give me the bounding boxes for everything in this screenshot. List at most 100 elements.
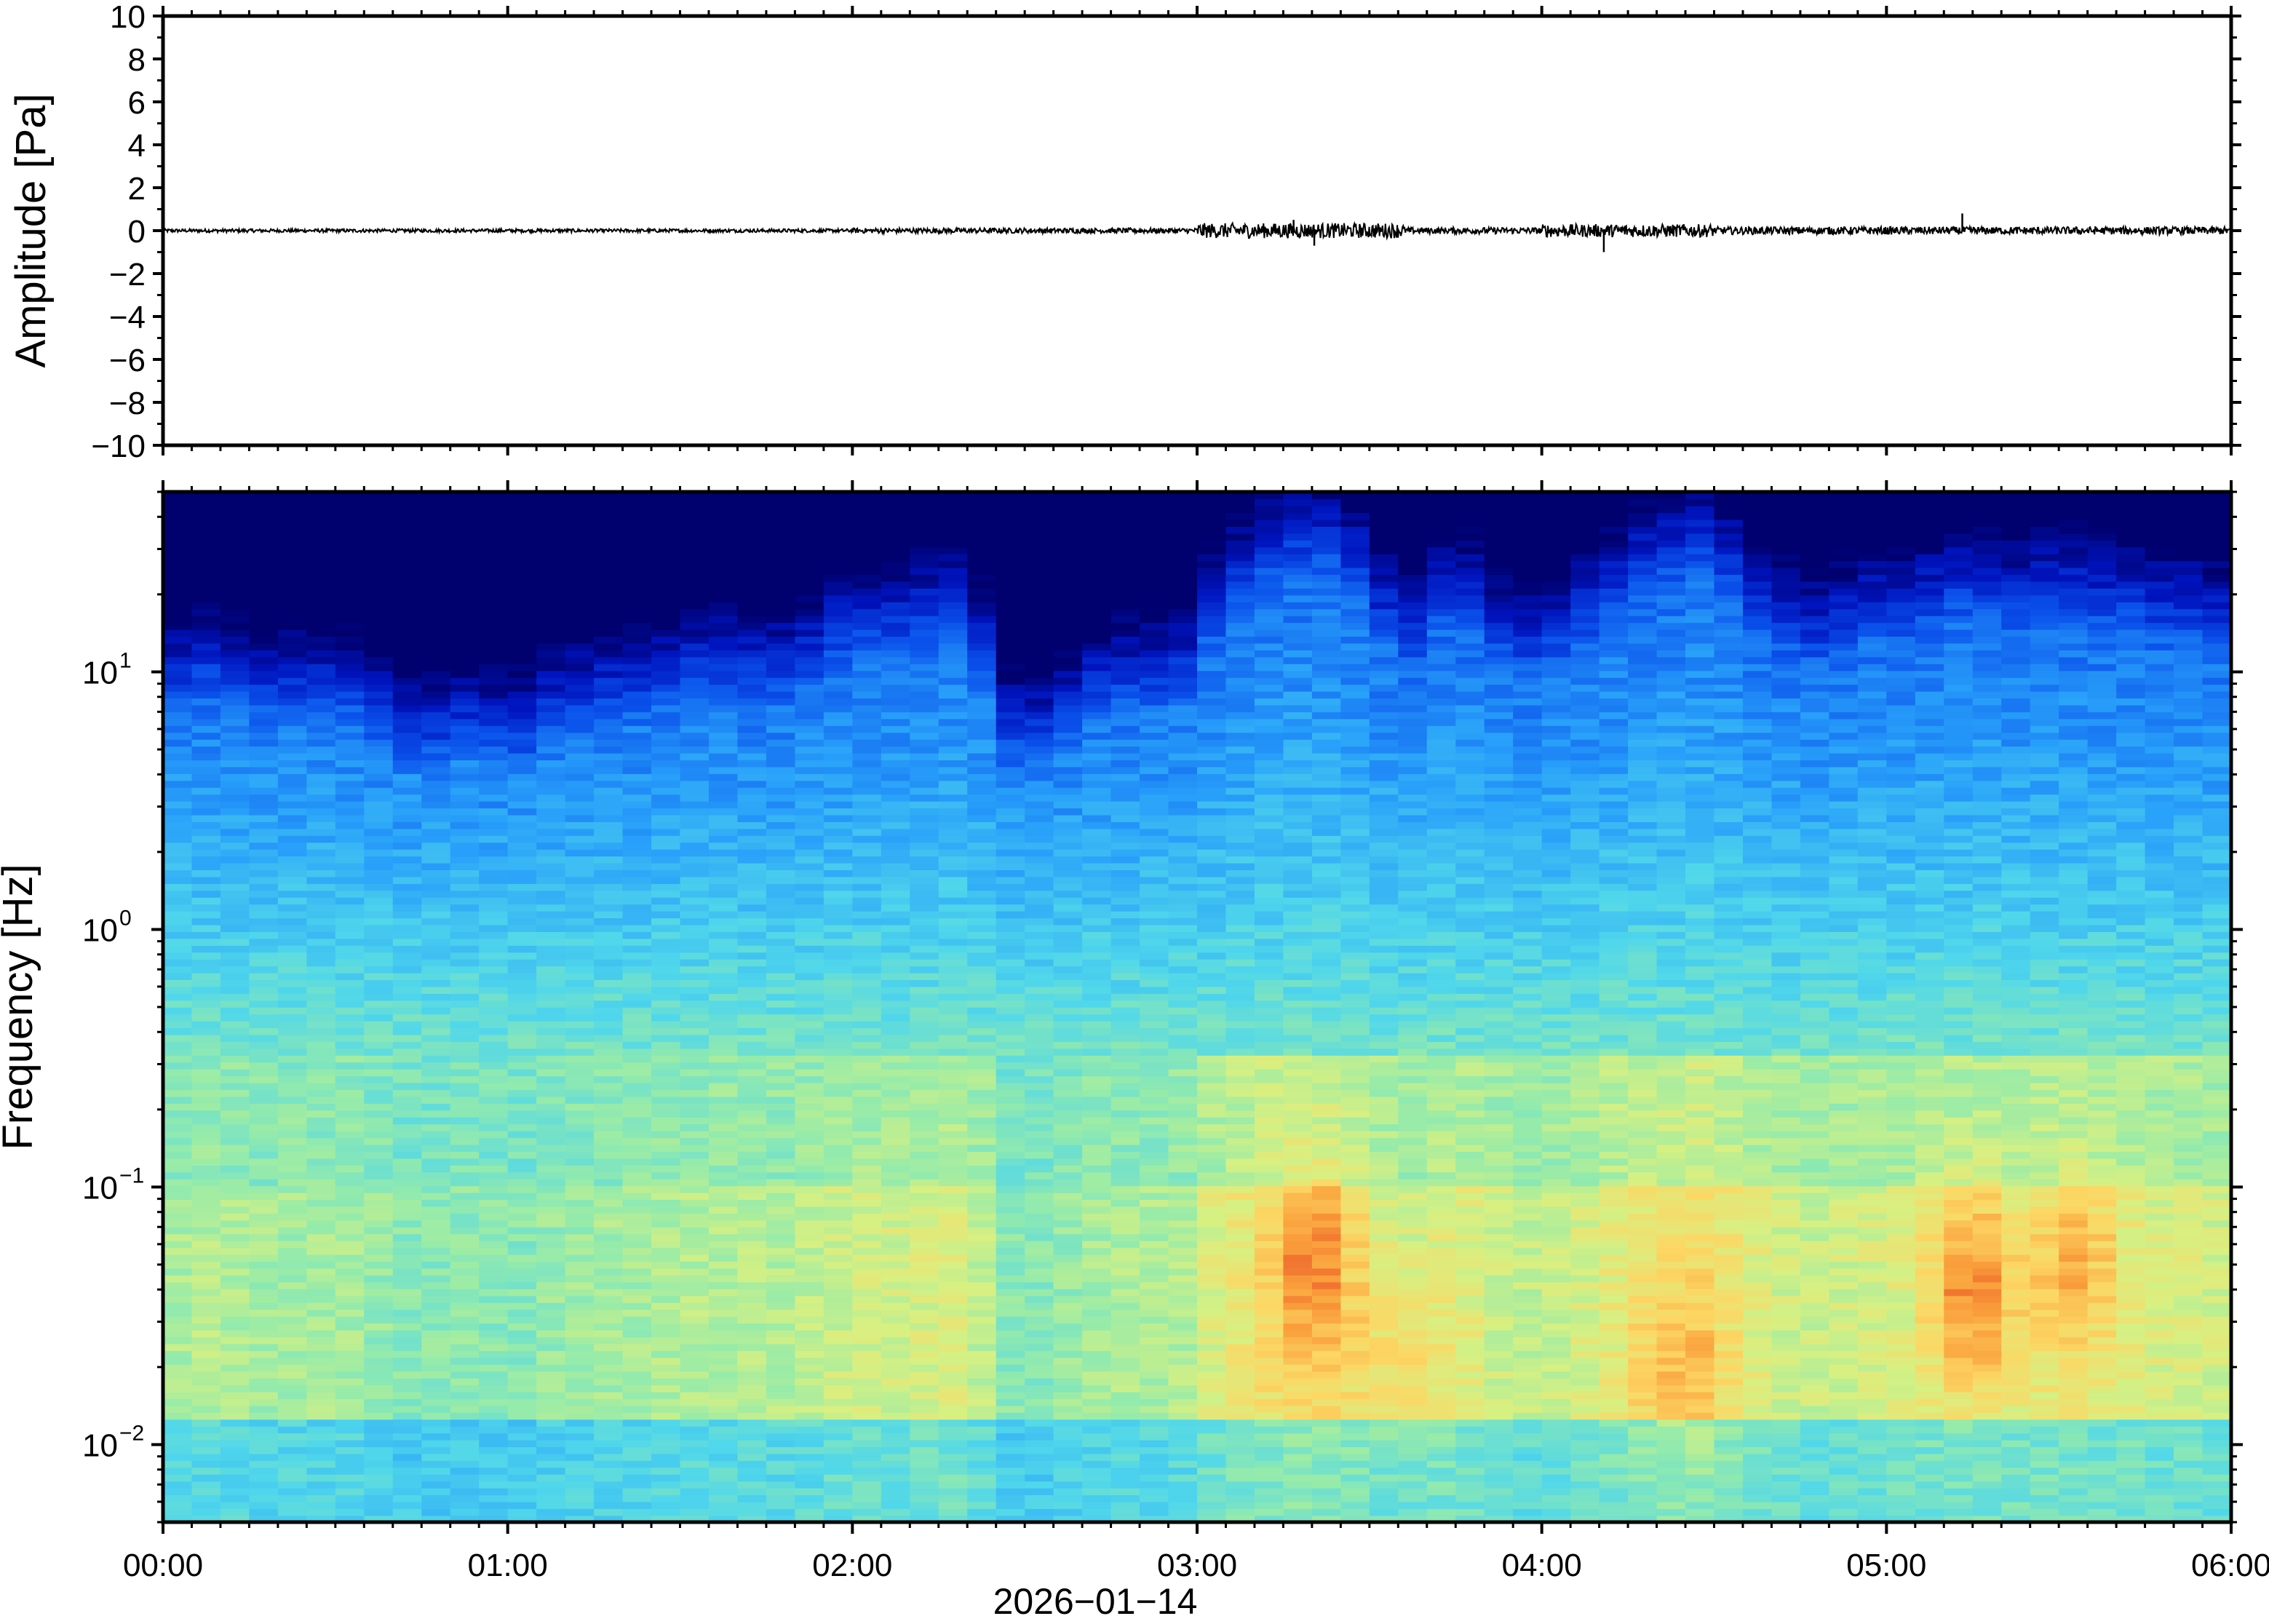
spectrogram-cell — [708, 972, 739, 981]
spectrogram-cell — [1025, 567, 1054, 576]
spectrogram-cell — [335, 1055, 365, 1063]
spectrogram-cell — [795, 1302, 824, 1310]
spectrogram-cell — [249, 1405, 279, 1413]
spectrogram-cell — [852, 1391, 882, 1399]
spectrogram-cell — [392, 1192, 423, 1201]
spectrogram-cell — [881, 1103, 911, 1111]
spectrogram-cell — [594, 1089, 624, 1097]
spectrogram-cell — [852, 581, 882, 589]
spectrogram-cell — [479, 670, 509, 678]
spectrogram-cell — [967, 505, 997, 514]
spectrogram-cell — [249, 1233, 279, 1241]
spectrogram-cell — [479, 1247, 509, 1255]
spectrogram-cell — [163, 684, 193, 692]
spectrogram-cell — [450, 1213, 480, 1221]
spectrogram-cell — [421, 896, 451, 905]
spectrogram-cell — [163, 656, 193, 664]
spectrogram-cell — [364, 1481, 394, 1489]
spectrogram-cell — [881, 746, 911, 754]
spectrogram-cell — [277, 876, 308, 884]
spectrogram-cell — [1025, 608, 1054, 616]
spectrogram-cell — [651, 1179, 681, 1187]
spectrogram-cell — [1025, 677, 1054, 685]
spectrogram-cell — [220, 512, 250, 520]
spectrogram-cell — [479, 1446, 509, 1454]
spectrogram-cell — [277, 835, 308, 843]
spectrogram-cell — [766, 492, 796, 500]
spectrogram-cell — [450, 1000, 480, 1008]
spectrogram-cell — [1025, 1007, 1054, 1015]
spectrogram-cell — [392, 931, 423, 939]
spectrogram-cell — [450, 904, 480, 912]
spectrogram-cell — [163, 808, 193, 816]
spectrogram-cell — [163, 979, 193, 987]
spectrogram-cell — [766, 752, 796, 760]
spectrogram-cell — [910, 1027, 939, 1035]
spectrogram-cell — [479, 1337, 509, 1345]
spectrogram-cell — [364, 787, 394, 795]
spectrogram-cell — [191, 958, 221, 967]
spectrogram-cell — [708, 1267, 739, 1275]
spectrogram-cell — [479, 856, 509, 864]
spectrogram-cell — [364, 1453, 394, 1461]
spectrogram-cell — [421, 739, 451, 747]
spectrogram-cell — [1053, 842, 1083, 850]
spectrogram-cell — [680, 1350, 710, 1358]
spectrogram-cell — [967, 842, 997, 850]
spectrogram-cell — [364, 1233, 394, 1241]
spectrogram-cell — [220, 1494, 250, 1502]
spectrogram-cell — [795, 1096, 824, 1104]
spectrogram-cell — [938, 1398, 969, 1406]
spectrogram-cell — [565, 1219, 595, 1227]
spectrogram-cell — [277, 602, 308, 610]
spectrogram-cell — [1053, 1385, 1083, 1393]
spectrogram-cell — [565, 1494, 595, 1502]
spectrogram-cell — [795, 1309, 824, 1317]
spectrogram-cell — [220, 1110, 250, 1118]
spectrogram-cell — [938, 910, 969, 919]
spectrogram-cell — [967, 828, 997, 836]
spectrogram-cell — [823, 1412, 854, 1420]
spectrogram-cell — [680, 752, 710, 760]
spectrogram-cell — [737, 1281, 767, 1289]
spectrogram-cell — [421, 1391, 451, 1399]
spectrogram-cell — [594, 1481, 624, 1489]
spectrogram-cell — [565, 924, 595, 932]
spectrogram-cell — [766, 966, 796, 974]
spectrogram-cell — [220, 821, 250, 829]
spectrogram-cell — [938, 1405, 969, 1413]
spectrogram-cell — [392, 704, 423, 712]
spectrogram-cell — [536, 684, 566, 692]
spectrogram-cell — [249, 1068, 279, 1077]
spectrogram-cell — [479, 505, 509, 514]
spectrogram-cell — [191, 1048, 221, 1056]
spectrogram-cell — [220, 615, 250, 624]
spectrogram-cell — [996, 800, 1025, 809]
spectrogram-cell — [163, 972, 193, 981]
spectrogram-cell — [737, 1453, 767, 1461]
spectrogram-cell — [220, 766, 250, 774]
spectrogram-cell — [938, 972, 969, 981]
spectrogram-cell — [852, 842, 882, 850]
spectrogram-cell — [852, 498, 882, 506]
spectrogram-cell — [450, 636, 480, 644]
spectrogram-cell — [766, 773, 796, 781]
spectrogram-cell — [823, 924, 854, 932]
spectrogram-cell — [651, 972, 681, 981]
spectrogram-cell — [507, 896, 537, 905]
spectrogram-cell — [823, 1192, 854, 1201]
spectrogram-cell — [938, 622, 969, 630]
spectrogram-cell — [392, 1329, 423, 1337]
spectrogram-cell — [277, 1227, 308, 1235]
spectrogram-cell — [823, 904, 854, 912]
spectrogram-cell — [823, 1110, 854, 1118]
spectrogram-cell — [708, 1439, 739, 1447]
spectrogram-cell — [450, 938, 480, 946]
spectrogram-cell — [479, 1103, 509, 1111]
spectrogram-cell — [737, 1103, 767, 1111]
spectrogram-cell — [191, 993, 221, 1001]
spectrogram-cell — [1025, 1460, 1054, 1468]
spectrogram-cell — [766, 1433, 796, 1441]
spectrogram-cell — [536, 890, 566, 898]
spectrogram-cell — [881, 670, 911, 678]
